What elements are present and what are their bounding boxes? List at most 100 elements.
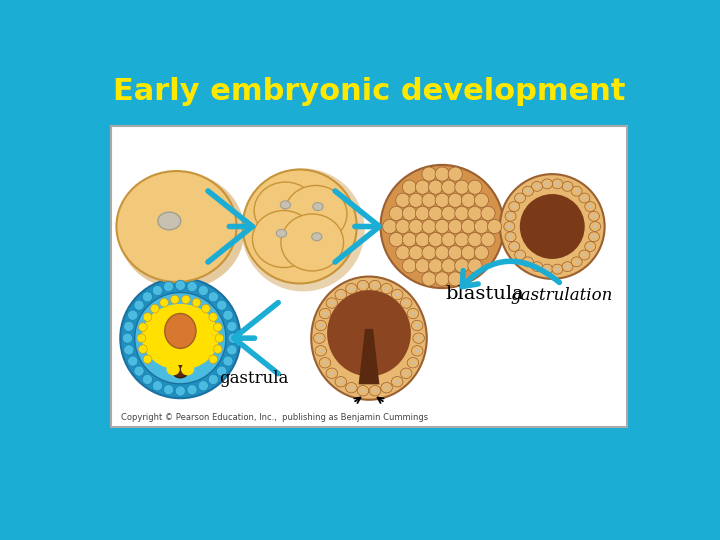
Ellipse shape (531, 262, 543, 272)
Circle shape (462, 246, 475, 260)
Circle shape (192, 298, 201, 307)
Ellipse shape (346, 382, 357, 393)
Ellipse shape (357, 386, 369, 396)
Circle shape (143, 374, 153, 384)
Text: gastrula: gastrula (219, 370, 288, 387)
Ellipse shape (571, 186, 582, 196)
Circle shape (361, 389, 364, 393)
Circle shape (448, 193, 462, 207)
Circle shape (455, 206, 469, 220)
Ellipse shape (523, 186, 534, 196)
Ellipse shape (541, 179, 552, 189)
Circle shape (455, 180, 469, 194)
Ellipse shape (335, 289, 346, 300)
Circle shape (575, 190, 578, 193)
Circle shape (350, 386, 353, 389)
Circle shape (566, 185, 569, 188)
Circle shape (536, 185, 539, 188)
Text: Early embryonic development: Early embryonic development (113, 77, 625, 106)
Circle shape (402, 233, 416, 247)
Circle shape (339, 293, 343, 296)
Circle shape (396, 219, 410, 234)
Ellipse shape (166, 363, 180, 375)
Circle shape (593, 235, 595, 239)
Circle shape (417, 336, 420, 340)
Circle shape (593, 214, 595, 218)
Circle shape (374, 389, 377, 393)
Circle shape (448, 219, 462, 234)
Circle shape (481, 206, 495, 220)
Circle shape (487, 219, 502, 234)
Circle shape (223, 310, 233, 320)
Ellipse shape (505, 211, 516, 221)
Circle shape (122, 333, 132, 343)
Circle shape (589, 245, 592, 248)
Ellipse shape (319, 308, 330, 319)
Circle shape (428, 259, 443, 273)
Circle shape (441, 259, 456, 273)
Circle shape (593, 225, 597, 228)
Circle shape (409, 219, 423, 234)
Ellipse shape (515, 193, 526, 203)
Ellipse shape (142, 304, 219, 370)
Circle shape (509, 214, 512, 218)
Circle shape (381, 165, 504, 288)
Circle shape (361, 284, 364, 287)
Circle shape (402, 180, 416, 194)
Polygon shape (359, 329, 379, 384)
Text: gastrulation: gastrulation (510, 287, 613, 305)
Circle shape (402, 259, 416, 273)
Circle shape (402, 206, 416, 220)
Ellipse shape (315, 346, 327, 356)
Circle shape (330, 301, 333, 305)
Circle shape (415, 206, 430, 220)
Circle shape (513, 245, 516, 248)
Circle shape (138, 345, 147, 354)
Circle shape (513, 205, 516, 208)
Ellipse shape (327, 290, 411, 376)
Ellipse shape (314, 333, 325, 343)
Ellipse shape (276, 230, 287, 237)
Circle shape (526, 190, 529, 193)
Circle shape (448, 167, 462, 181)
Circle shape (415, 180, 430, 194)
Circle shape (575, 260, 578, 264)
Circle shape (150, 305, 159, 313)
Ellipse shape (326, 368, 338, 379)
Circle shape (582, 253, 586, 256)
Circle shape (135, 293, 226, 384)
Circle shape (455, 259, 469, 273)
Circle shape (566, 265, 569, 268)
Circle shape (227, 345, 237, 355)
Ellipse shape (400, 368, 412, 379)
Circle shape (374, 284, 377, 287)
Circle shape (415, 233, 430, 247)
Ellipse shape (509, 241, 520, 252)
Ellipse shape (541, 264, 552, 274)
Circle shape (143, 292, 153, 302)
Circle shape (405, 372, 408, 375)
Circle shape (415, 324, 419, 327)
Ellipse shape (281, 214, 343, 271)
Ellipse shape (173, 366, 188, 378)
Ellipse shape (158, 212, 181, 230)
Circle shape (474, 219, 489, 234)
Circle shape (435, 193, 449, 207)
Circle shape (124, 321, 134, 332)
Circle shape (209, 355, 217, 363)
Ellipse shape (369, 280, 381, 291)
Circle shape (428, 180, 443, 194)
Ellipse shape (585, 241, 595, 252)
Circle shape (422, 272, 436, 286)
Circle shape (134, 300, 144, 310)
Circle shape (556, 267, 559, 271)
Circle shape (323, 312, 327, 315)
Circle shape (411, 361, 415, 365)
Circle shape (181, 295, 190, 304)
Circle shape (202, 305, 210, 313)
Circle shape (171, 295, 179, 304)
Circle shape (318, 336, 321, 340)
Circle shape (396, 193, 410, 207)
Circle shape (556, 182, 559, 186)
Circle shape (213, 323, 222, 332)
